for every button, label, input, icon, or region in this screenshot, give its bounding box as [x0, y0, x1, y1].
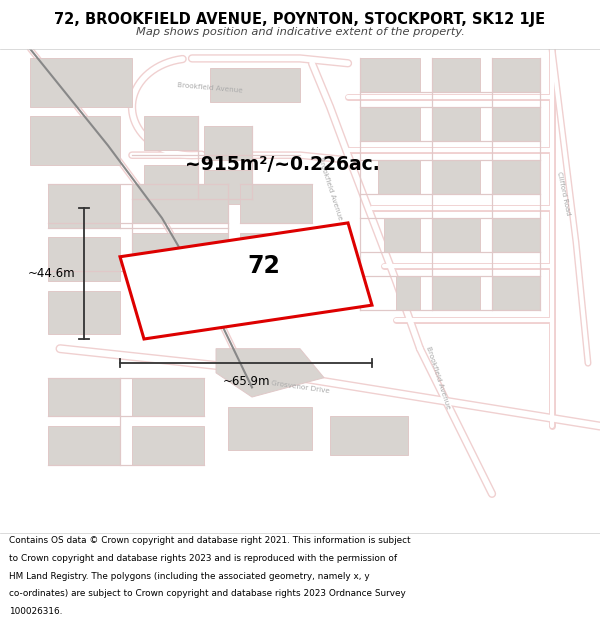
Polygon shape: [48, 378, 120, 416]
Polygon shape: [492, 58, 540, 92]
Text: co-ordinates) are subject to Crown copyright and database rights 2023 Ordnance S: co-ordinates) are subject to Crown copyr…: [9, 589, 406, 599]
Polygon shape: [492, 276, 540, 310]
Polygon shape: [132, 184, 228, 223]
Text: Brookfield Avenue: Brookfield Avenue: [317, 157, 343, 221]
Text: to Crown copyright and database rights 2023 and is reproduced with the permissio: to Crown copyright and database rights 2…: [9, 554, 397, 563]
Polygon shape: [492, 160, 540, 194]
Polygon shape: [132, 232, 228, 271]
Polygon shape: [30, 116, 120, 165]
Polygon shape: [144, 116, 198, 151]
Polygon shape: [432, 107, 480, 141]
Polygon shape: [144, 165, 198, 199]
Polygon shape: [120, 223, 372, 339]
Text: ~44.6m: ~44.6m: [28, 268, 75, 280]
Polygon shape: [492, 218, 540, 252]
Polygon shape: [48, 184, 120, 228]
Polygon shape: [48, 291, 120, 334]
Polygon shape: [432, 160, 480, 194]
Text: HM Land Registry. The polygons (including the associated geometry, namely x, y: HM Land Registry. The polygons (includin…: [9, 572, 370, 581]
Polygon shape: [48, 238, 120, 281]
Polygon shape: [132, 378, 204, 416]
Polygon shape: [330, 416, 408, 455]
Polygon shape: [432, 276, 480, 310]
Polygon shape: [204, 126, 252, 160]
Text: Contains OS data © Crown copyright and database right 2021. This information is : Contains OS data © Crown copyright and d…: [9, 536, 410, 545]
Text: Clifford Road: Clifford Road: [556, 171, 572, 216]
Polygon shape: [384, 218, 420, 252]
Polygon shape: [378, 160, 420, 194]
Polygon shape: [216, 349, 324, 397]
Polygon shape: [240, 184, 312, 223]
Text: Map shows position and indicative extent of the property.: Map shows position and indicative extent…: [136, 26, 464, 36]
Text: Brookfield Avenue: Brookfield Avenue: [177, 82, 243, 93]
Polygon shape: [360, 107, 420, 141]
Text: 100026316.: 100026316.: [9, 608, 62, 616]
Polygon shape: [48, 426, 120, 465]
Polygon shape: [360, 58, 420, 92]
Text: 72: 72: [248, 254, 280, 279]
Polygon shape: [396, 276, 420, 310]
Polygon shape: [240, 232, 312, 271]
Polygon shape: [228, 407, 312, 450]
Text: ~915m²/~0.226ac.: ~915m²/~0.226ac.: [185, 156, 379, 174]
Text: ~65.9m: ~65.9m: [222, 375, 270, 388]
Polygon shape: [492, 107, 540, 141]
Polygon shape: [432, 218, 480, 252]
Polygon shape: [132, 426, 204, 465]
Polygon shape: [30, 58, 132, 107]
Text: 72, BROOKFIELD AVENUE, POYNTON, STOCKPORT, SK12 1JE: 72, BROOKFIELD AVENUE, POYNTON, STOCKPOR…: [55, 12, 545, 27]
Polygon shape: [210, 68, 300, 102]
Text: Grosvenor Drive: Grosvenor Drive: [271, 380, 329, 394]
Polygon shape: [204, 169, 252, 204]
Text: Brookfield Avenue: Brookfield Avenue: [425, 346, 451, 410]
Polygon shape: [432, 58, 480, 92]
